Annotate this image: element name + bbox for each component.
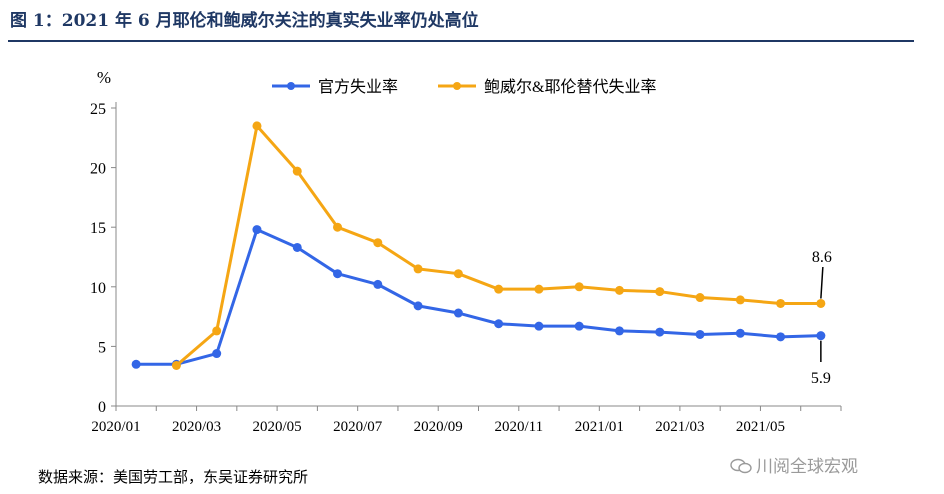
y-tick-label: 25 — [90, 101, 106, 118]
data-point — [776, 298, 786, 308]
data-point — [776, 332, 786, 342]
data-point — [453, 269, 463, 279]
data-point — [413, 264, 423, 274]
legend-label: 官方失业率 — [318, 78, 398, 96]
data-point — [292, 166, 302, 176]
data-point — [655, 287, 665, 297]
y-tick-label: 15 — [90, 220, 106, 237]
data-point — [453, 308, 463, 318]
series-line — [136, 228, 821, 366]
chart-legend: 官方失业率 鲍威尔&耶伦替代失业率 — [272, 78, 656, 96]
annotation-label: 8.6 — [812, 249, 832, 266]
x-tick-label: 2021/01 — [575, 419, 624, 435]
y-tick-label: 20 — [90, 161, 106, 178]
data-point — [735, 295, 745, 305]
data-point — [212, 326, 222, 336]
y-tick-label: 0 — [98, 399, 106, 416]
x-tick-label: 2020/05 — [253, 419, 302, 435]
data-point — [333, 269, 343, 279]
data-point — [373, 238, 383, 248]
y-tick-label: 10 — [90, 280, 106, 297]
data-point — [534, 321, 544, 331]
data-point — [574, 321, 584, 331]
data-point — [735, 328, 745, 338]
x-tick-label: 2020/09 — [414, 419, 463, 435]
wechat-icon — [730, 458, 752, 474]
chart-axes: 0 5 10 15 20 25% 2020/01 2020/03 2020/05 2020/07 2… — [90, 68, 842, 435]
x-tick-label: 2020/07 — [333, 419, 383, 435]
data-point — [534, 284, 544, 294]
data-point — [695, 329, 705, 339]
data-point — [171, 360, 181, 370]
data-point — [373, 279, 383, 289]
y-tick-label: 5 — [98, 339, 106, 356]
watermark-text: 川阅全球宏观 — [756, 457, 858, 477]
x-tick-label: 2021/03 — [655, 419, 704, 435]
data-point — [292, 242, 302, 252]
chart-series — [131, 121, 826, 370]
data-point — [333, 222, 343, 232]
x-tick-label: 2021/05 — [736, 419, 785, 435]
data-point — [574, 282, 584, 292]
series-alternative — [171, 121, 826, 370]
data-point — [655, 327, 665, 337]
annotation-leader — [820, 266, 824, 299]
data-point — [614, 285, 624, 295]
legend-swatch-marker — [287, 82, 295, 90]
data-point — [212, 349, 222, 359]
data-point — [695, 293, 705, 303]
x-tick-label: 2020/03 — [172, 419, 221, 435]
y-axis-unit: % — [97, 68, 111, 87]
legend-label: 鲍威尔&耶伦替代失业率 — [484, 78, 656, 96]
data-point — [816, 298, 826, 308]
title-divider — [8, 40, 914, 42]
line-chart: 0 5 10 15 20 25% 2020/01 2020/03 2020/05 2020/07 2… — [90, 68, 842, 435]
figure-title: 图 1：2021 年 6 月耶伦和鲍威尔关注的真实失业率仍处高位 — [10, 11, 479, 31]
data-point — [494, 319, 504, 329]
chart-annotations: 8.6 5.9 — [811, 249, 832, 387]
data-point — [413, 301, 423, 311]
annotation-label: 5.9 — [811, 370, 831, 387]
data-point — [614, 326, 624, 336]
watermark: 川阅全球宏观 — [730, 452, 858, 477]
data-point — [494, 284, 504, 294]
legend-swatch-marker — [453, 82, 461, 90]
series-official — [131, 225, 826, 369]
data-point — [252, 225, 262, 235]
data-point — [252, 121, 262, 131]
x-tick-label: 2020/01 — [91, 419, 140, 435]
source-note: 数据来源：美国劳工部，东吴证券研究所 — [38, 468, 309, 486]
data-point — [816, 331, 826, 341]
series-line — [175, 124, 821, 367]
data-point — [131, 359, 141, 369]
x-tick-label: 2020/11 — [494, 419, 543, 435]
